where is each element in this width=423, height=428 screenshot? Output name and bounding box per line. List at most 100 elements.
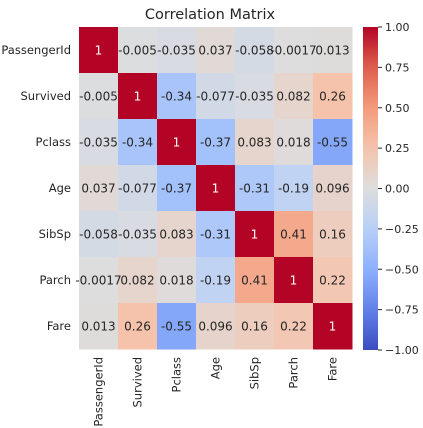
heatmap-cell-3-0 — [79, 165, 119, 212]
heatmap-cell-0-3 — [196, 27, 236, 74]
cell-value-label-1-4: -0.035 — [235, 90, 274, 104]
heatmap-cell-3-5 — [274, 165, 314, 212]
cell-value-label-1-6: 0.26 — [319, 90, 346, 104]
column-tick-label-1: Survived — [131, 357, 145, 408]
colorbar-tick-label-2: −0.50 — [385, 263, 419, 276]
cell-value-label-2-1: -0.34 — [122, 136, 153, 150]
cell-value-label-6-6: 1 — [329, 320, 337, 334]
colorbar-tick-label-6: 0.50 — [385, 102, 410, 115]
heatmap-cell-5-6 — [313, 257, 353, 304]
column-tick-label-2: Pclass — [170, 357, 184, 392]
cell-value-label-0-6: 0.013 — [315, 44, 349, 58]
heatmap-cell-6-2 — [157, 303, 197, 350]
column-tick-label-6: Fare — [326, 357, 340, 381]
heatmap-cell-1-3 — [196, 73, 236, 120]
cell-value-label-2-2: 1 — [173, 136, 181, 150]
heatmap-cell-0-4 — [235, 27, 275, 74]
colorbar-tick-label-5: 0.25 — [385, 142, 410, 155]
cell-value-label-4-0: -0.058 — [79, 228, 118, 242]
colorbar — [363, 27, 378, 350]
cell-value-label-6-5: 0.22 — [280, 320, 307, 334]
heatmap-cell-4-5 — [274, 211, 314, 258]
cell-value-label-5-4: 0.41 — [241, 274, 268, 288]
cell-value-label-4-1: -0.035 — [118, 228, 157, 242]
column-tick-label-5: Parch — [287, 357, 301, 389]
heatmap-cell-2-0 — [79, 119, 119, 166]
cell-value-label-1-2: -0.34 — [161, 90, 192, 104]
heatmap-cell-4-6 — [313, 211, 353, 258]
heatmap-cell-5-5 — [274, 257, 314, 304]
heatmap-cell-4-1 — [118, 211, 158, 258]
cell-value-label-5-6: 0.22 — [319, 274, 346, 288]
colorbar-tick-label-1: −0.75 — [385, 304, 419, 317]
heatmap-cell-1-4 — [235, 73, 275, 120]
cell-value-label-3-1: -0.077 — [118, 182, 157, 196]
heatmap-cell-2-1 — [118, 119, 158, 166]
heatmap-cell-4-2 — [157, 211, 197, 258]
heatmap-cell-3-4 — [235, 165, 275, 212]
heatmap-cell-0-5 — [274, 27, 314, 74]
cell-value-label-3-5: -0.19 — [278, 182, 309, 196]
heatmap-cell-0-2 — [157, 27, 197, 74]
cell-value-label-0-2: -0.035 — [157, 44, 196, 58]
cell-value-label-3-2: -0.37 — [161, 182, 192, 196]
row-tick-label-4: SibSp — [39, 227, 71, 241]
colorbar-tick-label-0: −1.00 — [385, 344, 419, 357]
colorbar-tick-label-7: 0.75 — [385, 61, 410, 74]
cell-value-label-2-3: -0.37 — [200, 136, 231, 150]
colorbar-ticks: −1.00 −0.75 −0.50 −0.25 0.00 0.25 0.50 0.75 1.00 — [378, 21, 419, 357]
cell-value-label-5-1: 0.082 — [120, 274, 154, 288]
cell-value-label-4-3: -0.31 — [200, 228, 231, 242]
column-tick-label-4: SibSp — [248, 357, 262, 389]
heatmap-cell-labels: 1 -0.005 -0.035 0.037 -0.058-0.00170.013-0.0… — [75, 44, 349, 334]
heatmap-cell-3-6 — [313, 165, 353, 212]
cell-value-label-0-0: 1 — [95, 44, 103, 58]
heatmap-cell-5-1 — [118, 257, 158, 304]
heatmap-cell-1-2 — [157, 73, 197, 120]
row-tick-label-5: Parch — [39, 273, 71, 287]
cell-value-label-4-2: 0.083 — [159, 228, 193, 242]
cell-value-label-6-0: 0.013 — [81, 320, 115, 334]
heatmap-cell-2-2 — [157, 119, 197, 166]
heatmap-cell-6-3 — [196, 303, 236, 350]
row-tick-label-6: Fare — [47, 319, 71, 333]
heatmap-cell-5-3 — [196, 257, 236, 304]
row-tick-label-0: PassengerId — [1, 43, 71, 57]
heatmap-cell-4-0 — [79, 211, 119, 258]
heatmap-cell-6-0 — [79, 303, 119, 350]
heatmap-cell-2-5 — [274, 119, 314, 166]
heatmap-cell-6-4 — [235, 303, 275, 350]
chart-title: Correlation Matrix — [145, 7, 276, 23]
cell-value-label-5-0: -0.0017 — [75, 274, 121, 288]
cell-value-label-5-2: 0.018 — [159, 274, 193, 288]
cell-value-label-2-5: 0.018 — [276, 136, 310, 150]
cell-value-label-0-5: -0.0017 — [270, 44, 316, 58]
cell-value-label-2-4: 0.083 — [237, 136, 271, 150]
cell-value-label-6-3: 0.096 — [198, 320, 232, 334]
heatmap-cell-2-4 — [235, 119, 275, 166]
heatmap-cell-5-0 — [79, 257, 119, 304]
cell-value-label-3-0: 0.037 — [81, 182, 115, 196]
cell-value-label-0-3: 0.037 — [198, 44, 232, 58]
cell-value-label-2-0: -0.035 — [79, 136, 118, 150]
cell-value-label-1-3: -0.077 — [196, 90, 235, 104]
colorbar-tick-label-8: 1.00 — [385, 21, 410, 34]
colorbar-tick-label-4: 0.00 — [385, 183, 410, 196]
cell-value-label-4-4: 1 — [251, 228, 259, 242]
heatmap-cell-0-6 — [313, 27, 353, 74]
heatmap-cell-6-5 — [274, 303, 314, 350]
row-tick-label-3: Age — [49, 181, 71, 195]
cell-value-label-1-1: 1 — [134, 90, 142, 104]
cell-value-label-1-0: -0.005 — [79, 90, 118, 104]
colorbar-tick-label-3: −0.25 — [385, 223, 419, 236]
heatmap-cell-3-2 — [157, 165, 197, 212]
cell-value-label-6-4: 0.16 — [241, 320, 268, 334]
heatmap-cell-5-4 — [235, 257, 275, 304]
heatmap-cell-3-1 — [118, 165, 158, 212]
cell-value-label-0-1: -0.005 — [118, 44, 157, 58]
row-tick-label-1: Survived — [21, 89, 72, 103]
column-tick-labels: PassengerId Survived Pclass Age SibSp Parch Fa… — [92, 357, 340, 427]
cell-value-label-3-4: -0.31 — [239, 182, 270, 196]
heatmap-cell-1-1 — [118, 73, 158, 120]
